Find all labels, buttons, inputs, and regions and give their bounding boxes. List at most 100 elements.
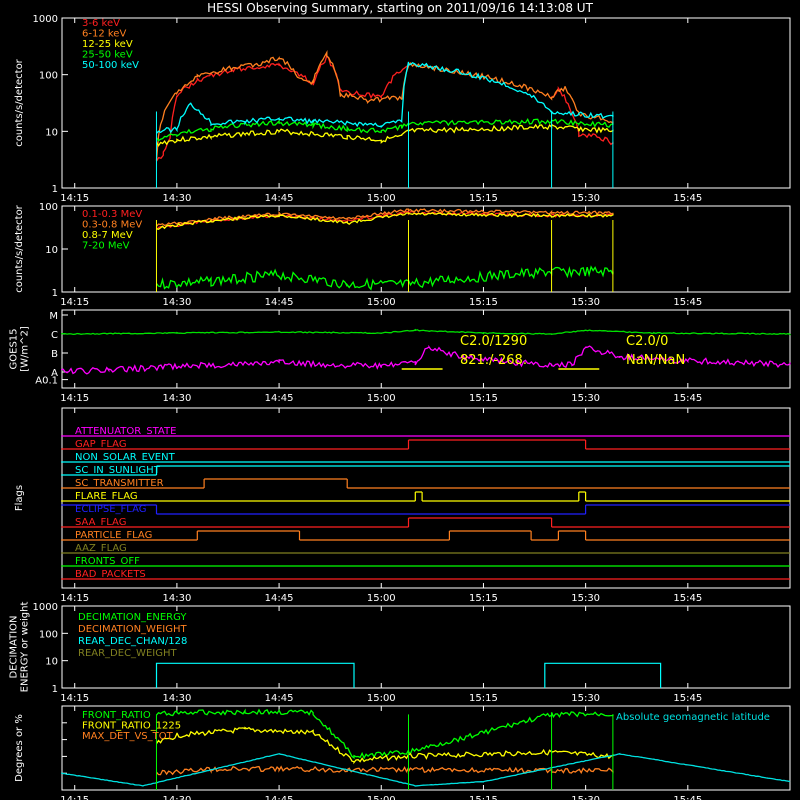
legend-entry: MAX_DET_VS_TOT <box>82 731 174 742</box>
x-tick-label: 14:45 <box>265 795 294 800</box>
y-tick-label: 100 <box>39 71 58 82</box>
x-tick-label: 14:30 <box>162 193 191 204</box>
y-tick-label: C <box>51 330 58 341</box>
series-line <box>60 752 791 787</box>
series-line <box>61 328 791 336</box>
legend-entry: 25-50 keV <box>82 50 133 61</box>
legend-entry: AAZ_FLAG <box>75 543 127 554</box>
x-tick-label: 15:15 <box>469 795 498 800</box>
x-tick-label: 15:00 <box>367 297 396 308</box>
y-axis-label: counts/s/detector <box>14 204 25 292</box>
x-tick-label: 15:45 <box>673 693 702 704</box>
y-axis-label: DECIMATION <box>9 615 20 678</box>
x-tick-label: 14:30 <box>162 795 191 800</box>
legend-entry: PARTICLE_FLAG <box>75 530 152 541</box>
flag-line <box>61 530 790 541</box>
x-tick-label: 14:45 <box>265 393 294 404</box>
flag-line <box>61 478 790 489</box>
x-tick-label: 15:15 <box>469 593 498 604</box>
x-tick-label: 14:45 <box>265 693 294 704</box>
y-tick-label: M <box>49 311 58 322</box>
panel-frame <box>61 309 791 389</box>
series-line <box>155 54 614 162</box>
x-tick-label: 15:45 <box>673 393 702 404</box>
y-tick-label: 1 <box>52 288 58 299</box>
y-tick-label: A <box>51 368 58 379</box>
legend-entry: 7-20 MeV <box>82 241 130 252</box>
legend-entry: REAR_DEC_CHAN/128 <box>78 636 187 647</box>
panel-frame <box>61 407 791 589</box>
flag-line <box>61 517 790 528</box>
x-tick-label: 15:00 <box>367 393 396 404</box>
y-tick-label: 10 <box>45 127 58 138</box>
y-tick-label: 1 <box>52 684 58 695</box>
series-line <box>155 123 614 147</box>
y-axis-title: GOES15 [W/m^2] <box>9 326 31 372</box>
y-axis-title: counts/s/detector <box>14 58 25 146</box>
x-tick-label: 15:15 <box>469 393 498 404</box>
x-tick-label: 14:30 <box>162 297 191 308</box>
x-tick-label: 15:30 <box>571 393 600 404</box>
y-tick-label: A0.1 <box>35 376 58 387</box>
y-axis-title: Flags <box>14 485 25 511</box>
x-tick-label: 14:15 <box>60 297 89 308</box>
x-tick-label: 15:00 <box>367 693 396 704</box>
x-tick-label: 14:15 <box>60 593 89 604</box>
x-tick-label: 15:30 <box>571 795 600 800</box>
y-axis-label: Flags <box>14 485 25 511</box>
flag-line <box>61 491 790 502</box>
x-tick-label: 14:30 <box>162 593 191 604</box>
flag-line <box>61 439 790 450</box>
legend-entry: 12-25 keV <box>82 39 133 50</box>
legend-entry: FLARE_FLAG <box>75 491 138 502</box>
y-tick-label: 1 <box>52 184 58 195</box>
legend-entry: REAR_DEC_WEIGHT <box>78 648 177 659</box>
legend-entry: 0.8-7 MeV <box>82 230 133 241</box>
panel-frame <box>61 605 791 689</box>
legend-entry: FRONT_RATIO_1225 <box>82 721 181 732</box>
flare-annotation: C2.0/1290 <box>460 334 527 349</box>
legend-entry: ATTENUATOR_STATE <box>75 426 176 437</box>
x-tick-label: 15:30 <box>571 693 600 704</box>
flag-line <box>61 465 790 476</box>
legend-entry: Absolute geomagnetic latitude <box>616 712 770 723</box>
x-tick-label: 14:45 <box>265 593 294 604</box>
y-axis-label: [W/m^2] <box>20 326 31 372</box>
x-tick-label: 15:45 <box>673 795 702 800</box>
series-line <box>155 265 614 291</box>
x-tick-label: 14:15 <box>60 393 89 404</box>
y-axis-title: Degrees or % <box>14 714 25 782</box>
y-axis-title: DECIMATION ENERGY or weight <box>9 602 31 693</box>
legend-entry: ECLIPSE_FLAG <box>75 504 146 515</box>
y-axis-label: ENERGY or weight <box>20 602 31 693</box>
series-line <box>156 765 614 776</box>
x-tick-label: 15:15 <box>469 693 498 704</box>
legend-entry: SC_TRANSMITTER <box>75 478 164 489</box>
series-line <box>155 662 662 688</box>
y-tick-label: B <box>51 349 58 360</box>
x-tick-label: 15:00 <box>367 193 396 204</box>
y-axis-label: GOES15 <box>9 328 20 369</box>
y-tick-label: 1000 <box>33 14 58 25</box>
y-tick-label: 1000 <box>33 602 58 613</box>
x-tick-label: 14:30 <box>162 693 191 704</box>
x-tick-label: 14:15 <box>60 193 89 204</box>
x-tick-label: 14:15 <box>60 693 89 704</box>
series-line <box>156 208 614 227</box>
panel-frame <box>61 705 791 791</box>
legend-entry: 3-6 keV <box>82 18 120 29</box>
flare-annotation: NaN/NaN <box>626 353 685 368</box>
legend-entry: FRONT_RATIO <box>82 710 151 721</box>
x-tick-label: 15:00 <box>367 593 396 604</box>
x-tick-label: 14:45 <box>265 193 294 204</box>
y-tick-label: 100 <box>39 202 58 213</box>
y-axis-title: counts/s/detector <box>14 204 25 292</box>
y-tick-label: 10 <box>45 245 58 256</box>
series-line <box>156 210 614 231</box>
x-tick-label: 15:45 <box>673 297 702 308</box>
x-tick-label: 15:30 <box>571 297 600 308</box>
x-tick-label: 14:30 <box>162 393 191 404</box>
legend-entry: BAD_PACKETS <box>75 569 146 580</box>
